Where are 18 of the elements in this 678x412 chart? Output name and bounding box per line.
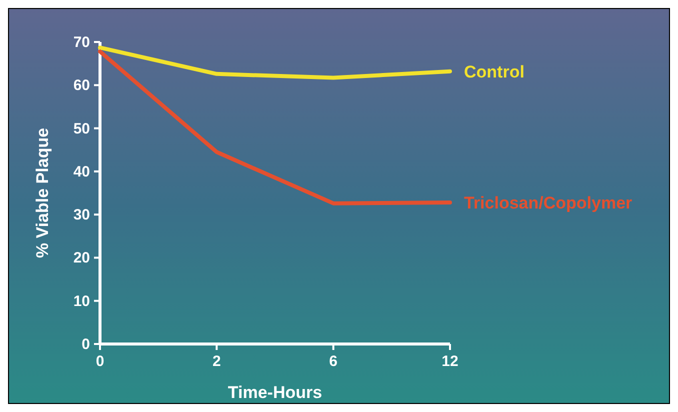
- y-tick-label: 30: [73, 206, 90, 224]
- x-tick-label: 0: [96, 353, 104, 370]
- y-tick-label: 60: [73, 77, 90, 94]
- y-axis-title: % Viable Plaque: [33, 128, 52, 258]
- x-tick-label: 12: [442, 353, 458, 370]
- x-tick-label: 2: [212, 353, 221, 370]
- line-series: [98, 46, 452, 80]
- y-tick-label: 20: [73, 250, 90, 267]
- y-tick-label: 10: [73, 292, 90, 310]
- x-tick-label: 6: [329, 353, 338, 370]
- y-tick-label: 40: [73, 163, 90, 180]
- x-axis-title: Time-Hours: [228, 383, 322, 402]
- series-label: Control: [464, 62, 524, 82]
- series-label: Triclosan/Copolymer: [464, 193, 633, 212]
- line-series: [98, 49, 452, 206]
- y-tick-label: 70: [73, 34, 90, 51]
- y-tick-label: 50: [73, 120, 90, 138]
- y-tick-label: 0: [82, 336, 90, 353]
